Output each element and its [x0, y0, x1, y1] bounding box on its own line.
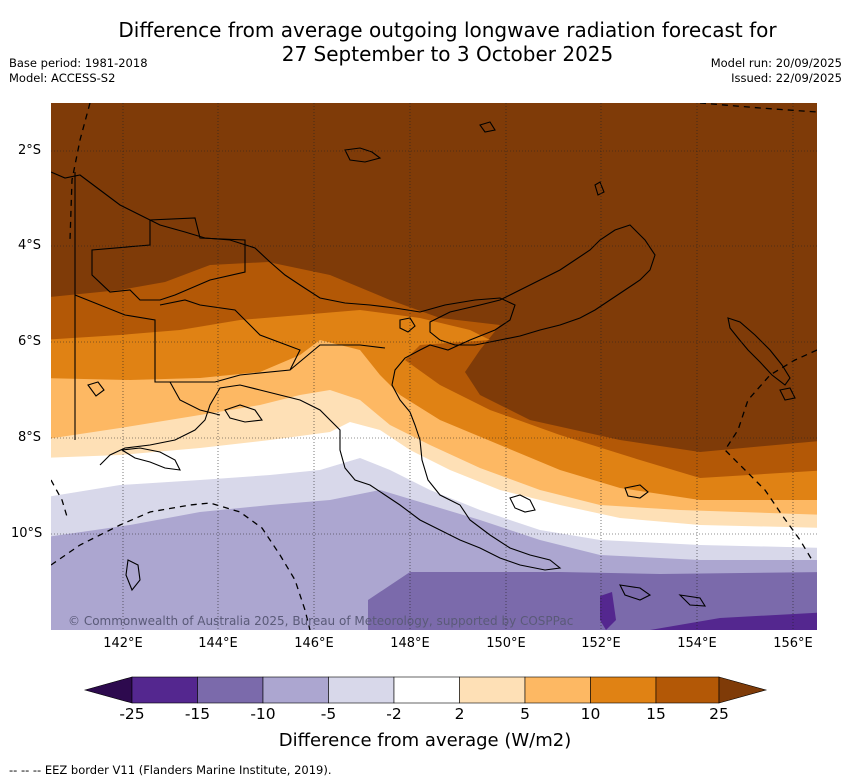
cbar-tick: 2: [454, 705, 465, 723]
lon-label-148e: 148°E: [390, 636, 430, 651]
lon-label-146e: 146°E: [294, 636, 334, 651]
cbar-tick: -5: [320, 705, 337, 723]
cbar-bin-2: [197, 676, 264, 704]
cbar-bin-9: [655, 676, 720, 704]
map-title: Difference from average outgoing longwav…: [80, 18, 815, 66]
cbar-bin-4: [328, 676, 395, 704]
land-borders: [74, 172, 386, 440]
cbar-bin-3: [262, 676, 329, 704]
cbar-tick: 5: [520, 705, 530, 723]
cbar-tick: -25: [119, 705, 145, 723]
lon-label-144e: 144°E: [198, 636, 238, 651]
eez-borders: [51, 103, 817, 630]
model-name: Model: ACCESS-S2: [9, 71, 116, 85]
lat-label-8s: 8°S: [18, 430, 42, 445]
title-line-1: Difference from average outgoing longwav…: [118, 18, 777, 42]
lon-label-142e: 142°E: [103, 636, 143, 651]
lon-label-154e: 154°E: [677, 636, 717, 651]
lat-label-2s: 2°S: [18, 143, 42, 158]
model-run: Model run: 20/09/2025: [710, 56, 842, 70]
band-minus15-minus10: [368, 572, 817, 630]
lat-label-10s: 10°S: [11, 526, 43, 541]
issued-date: Issued: 22/09/2025: [731, 71, 842, 85]
lat-label-4s: 4°S: [18, 238, 42, 253]
lon-label-152e: 152°E: [581, 636, 621, 651]
anomaly-field: [51, 103, 817, 630]
lon-label-156e: 156°E: [773, 636, 813, 651]
cbar-tick: -2: [386, 705, 402, 723]
cbar-tick: -10: [250, 705, 276, 723]
cbar-bin-6: [459, 676, 526, 704]
copyright-notice: © Commonwealth of Australia 2025, Bureau…: [68, 614, 574, 628]
graticule: [51, 103, 817, 630]
cbar-bin-8: [590, 676, 657, 704]
title-line-2: 27 September to 3 October 2025: [281, 42, 614, 66]
base-period: Base period: 1981-2018: [9, 56, 148, 70]
band-minus25-minus15: [600, 592, 817, 630]
lat-label-6s: 6°S: [18, 334, 42, 349]
cbar-bin-7: [524, 676, 591, 704]
meta-left: Base period: 1981-2018 Model: ACCESS-S2: [9, 56, 148, 86]
colorbar-title: Difference from average (W/m2): [278, 730, 572, 751]
cbar-extend-high: [718, 676, 768, 704]
cbar-tick: 10: [580, 705, 601, 723]
colorbar: [83, 676, 768, 704]
cbar-bin-5: [393, 676, 460, 704]
cbar-tick: 25: [709, 705, 729, 723]
cbar-tick: 15: [646, 705, 666, 723]
cbar-bin-1: [131, 676, 198, 704]
cbar-tick: -15: [184, 705, 211, 723]
eez-footnote: -- -- -- EEZ border V11 (Flanders Marine…: [9, 763, 332, 777]
lon-label-150e: 150°E: [486, 636, 526, 651]
meta-right: Model run: 20/09/2025 Issued: 22/09/2025: [711, 56, 842, 86]
coastlines: [51, 121, 796, 607]
cbar-extend-low: [83, 676, 133, 704]
